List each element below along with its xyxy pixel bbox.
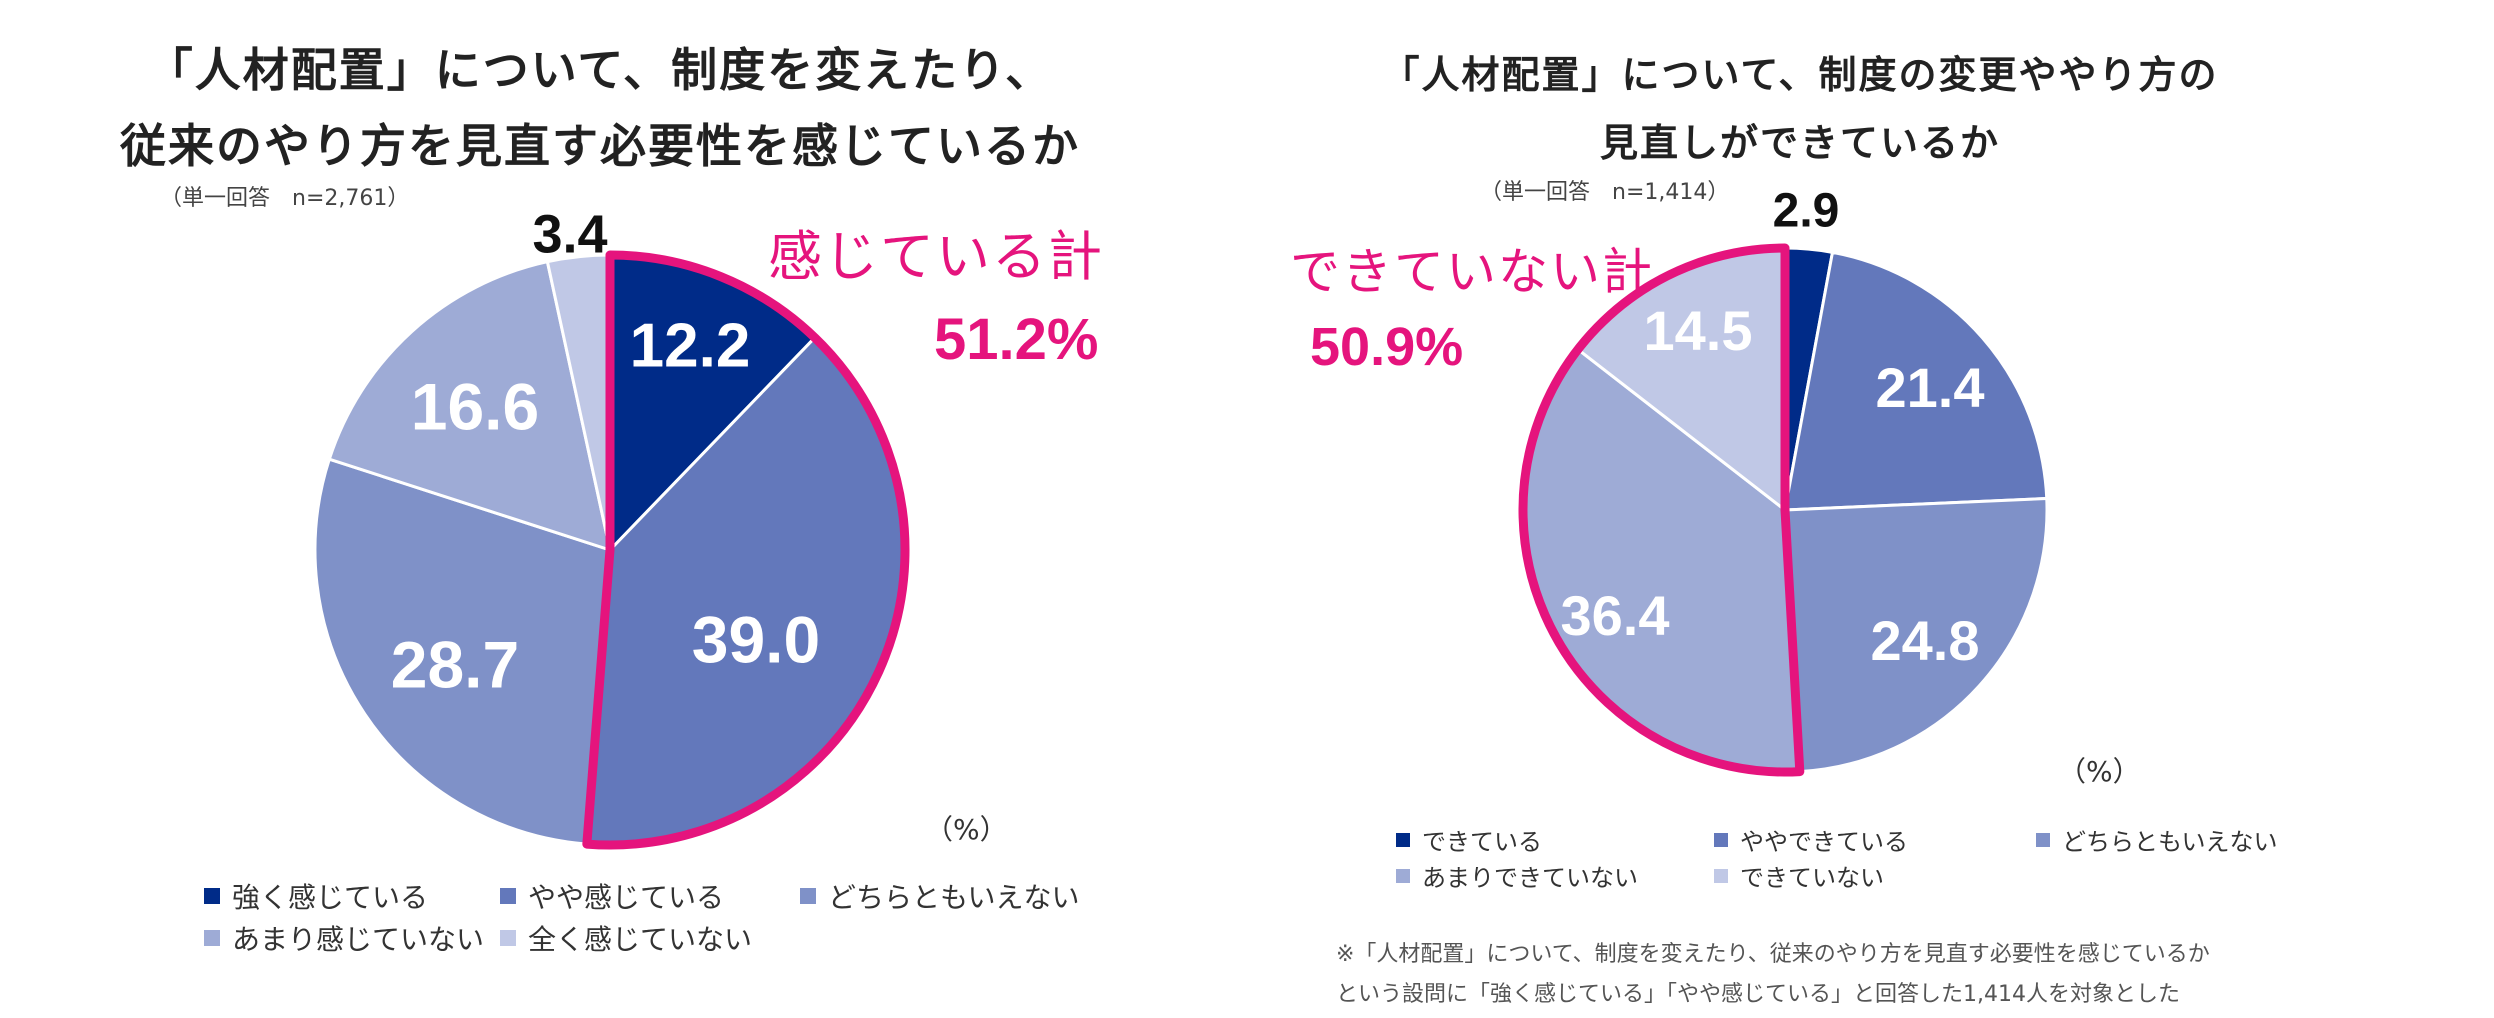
- slice-value-label-3: 24.8: [1871, 609, 1980, 672]
- chart2-title-line1: 「人材配置」について、制度の変更ややり方の: [1381, 53, 2219, 97]
- chart1-pie: 12.2 39.0 28.7 16.6 3.4: [313, 204, 910, 850]
- slice-value-label-5: 14.5: [1644, 299, 1753, 362]
- footnote-line2: という設問に「強く感じている」「やや感じている」と回答した1,414人を対象とし…: [1336, 982, 2180, 1007]
- legend-swatch: [2036, 832, 2050, 847]
- chart1-sample-note: （単一回答 n=2,761）: [160, 186, 410, 211]
- legend-label: やや感じている: [528, 881, 725, 914]
- legend-swatch: [1714, 868, 1728, 883]
- slice-value-label-5: 3.4: [532, 204, 607, 264]
- slice-value-label-1: 12.2: [630, 311, 751, 380]
- legend-swatch: [500, 888, 516, 904]
- legend-swatch: [800, 888, 816, 904]
- chart2-title-line2: 見直しができているか: [1599, 121, 2000, 165]
- pie-slice-3: [313, 457, 612, 846]
- highlight-outline: [1518, 243, 1805, 777]
- legend-label: 全く感じていない: [528, 923, 753, 956]
- legend-swatch: [500, 930, 516, 946]
- pie-slice-4: [327, 259, 613, 553]
- slice-value-label-3: 28.7: [391, 627, 519, 701]
- pie-slice-3: [1783, 496, 2049, 774]
- slice-value-label-4: 16.6: [411, 369, 539, 443]
- legend-item: やや感じている: [500, 876, 724, 916]
- legend-swatch: [204, 930, 220, 946]
- chart2-callout-label: できていない計: [1290, 243, 1654, 301]
- chart1-title-line2: 従来のやり方を見直す必要性を感じているか: [120, 119, 1080, 173]
- legend-label: できていない: [1740, 864, 1884, 892]
- chart1-callout-label: 感じている計: [768, 225, 1104, 288]
- legend-item: どちらともいえない: [800, 876, 1079, 916]
- legend-item: 強く感じている: [204, 876, 428, 916]
- legend-label: どちらともいえない: [828, 881, 1080, 914]
- chart2-pie: 2.9 21.4 24.8 36.4 14.5: [1518, 185, 2049, 777]
- legend-swatch: [204, 888, 220, 904]
- highlight-outline: [582, 250, 910, 850]
- chart2-sample-note: （単一回答 n=1,414）: [1480, 180, 1730, 205]
- legend-item: どちらともいえない: [2036, 822, 2278, 857]
- legend-swatch: [1396, 832, 1410, 847]
- chart2-unit-label: （%）: [2058, 755, 2141, 788]
- chart1-unit-label: （%）: [925, 813, 1008, 846]
- legend-item: ややできている: [1714, 822, 1908, 857]
- legend-label: あまり感じていない: [232, 923, 485, 956]
- slice-value-label-2: 21.4: [1876, 356, 1985, 419]
- legend-swatch: [1396, 868, 1410, 883]
- legend-item: できている: [1396, 822, 1542, 857]
- footnote-line1: ※「人材配置」について、制度を変えたり、従来のやり方を見直す必要性を感じているか: [1336, 942, 2210, 967]
- slice-value-label-1: 2.9: [1773, 185, 1840, 238]
- legend-label: どちらともいえない: [2062, 828, 2278, 856]
- legend-item: あまりできていない: [1396, 858, 1638, 893]
- legend-swatch: [1714, 832, 1728, 847]
- legend-label: ややできている: [1740, 828, 1908, 856]
- chart1-callout-value: 51.2%: [934, 307, 1099, 372]
- legend-item: 全く感じていない: [500, 918, 752, 958]
- legend-label: できている: [1422, 828, 1542, 856]
- slice-value-label-4: 36.4: [1561, 584, 1670, 647]
- legend-label: あまりできていない: [1422, 864, 1638, 892]
- chart1-title-line1: 「人材配置」について、制度を変えたり、: [146, 43, 1054, 97]
- pie-slice-2: [1783, 250, 2049, 512]
- legend-label: 強く感じている: [232, 881, 429, 914]
- legend-item: できていない: [1714, 858, 1884, 893]
- slice-value-label-2: 39.0: [692, 602, 820, 676]
- chart2-callout-value: 50.9%: [1310, 317, 1464, 377]
- legend-item: あまり感じていない: [204, 918, 484, 958]
